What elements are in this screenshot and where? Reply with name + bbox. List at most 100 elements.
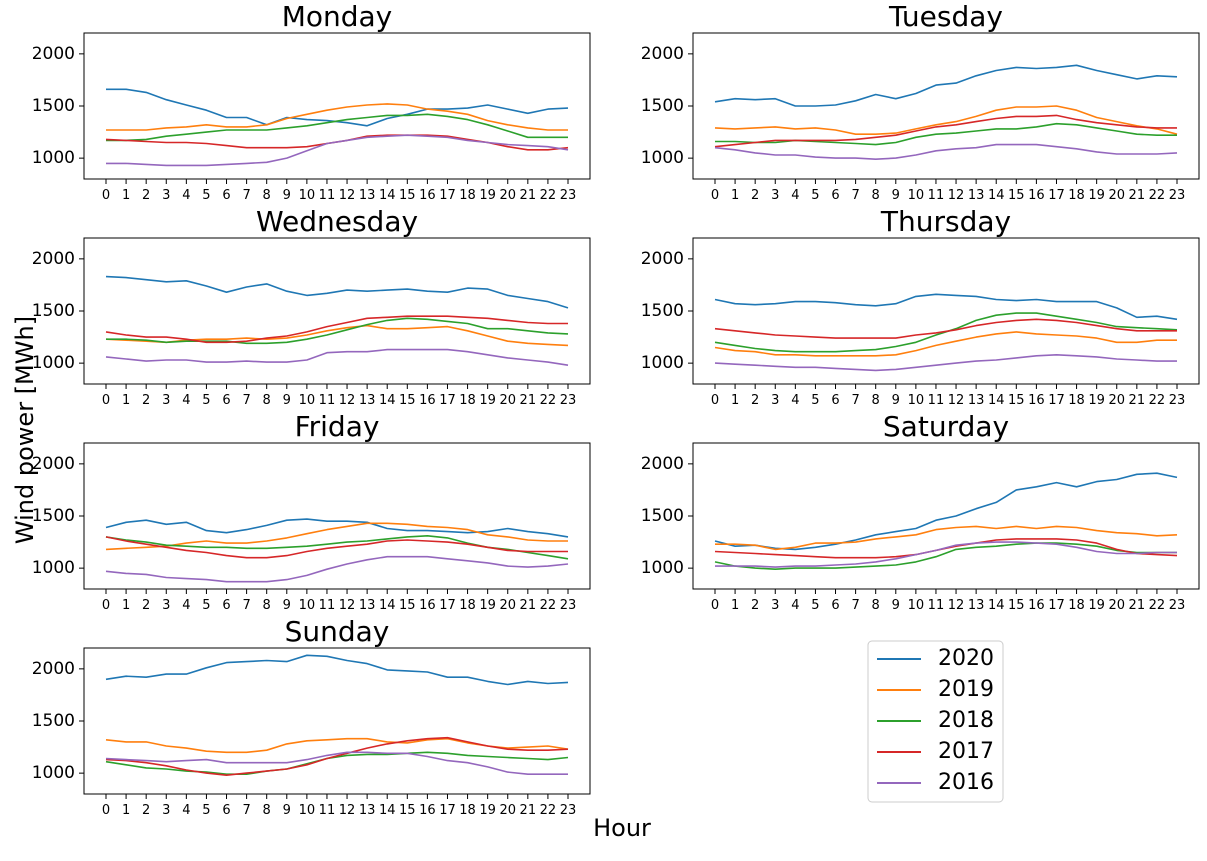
y-tick-label: 1500 [641,301,684,321]
x-tick-label: 2 [751,598,759,613]
x-tick-label: 6 [831,598,839,613]
x-tick-label: 3 [162,393,170,408]
x-tick-label: 12 [948,598,965,613]
x-tick-label: 14 [379,598,396,613]
x-tick-label: 17 [439,598,456,613]
y-tick-label: 2000 [641,44,684,64]
series-line-2019 [105,324,569,347]
series-line-2016 [105,751,568,776]
x-tick-label: 7 [851,393,859,408]
x-tick-label: 13 [359,188,376,203]
x-tick-label: 4 [182,598,190,613]
x-tick-label: 12 [339,803,356,818]
y-tick-label: 1000 [641,148,684,168]
x-tick-label: 7 [242,803,250,818]
x-tick-label: 2 [142,188,150,203]
x-tick-label: 23 [560,598,577,613]
x-tick-label: 8 [263,803,271,818]
x-tick-label: 17 [439,393,456,408]
x-tick-label: 9 [283,188,291,203]
x-tick-label: 20 [499,188,516,203]
x-tick-label: 15 [399,188,416,203]
series-line-2016 [106,134,569,167]
x-tick-label: 5 [202,598,210,613]
x-tick-label: 0 [102,188,110,203]
x-tick-label: 16 [1028,188,1045,203]
series-line-2018 [105,751,569,776]
series-line-2020 [714,64,1178,107]
x-tick-label: 10 [908,598,925,613]
x-tick-label: 4 [182,803,190,818]
x-tick-label: 21 [520,803,537,818]
x-tick-label: 6 [831,188,839,203]
x-tick-label: 22 [540,598,557,613]
x-tick-label: 6 [222,598,230,613]
x-tick-label: 8 [263,393,271,408]
x-tick-label: 14 [379,393,396,408]
series-line-2016 [714,353,1177,372]
x-tick-label: 16 [419,393,436,408]
x-tick-label: 22 [540,803,557,818]
x-tick-label: 17 [1048,598,1065,613]
x-tick-label: 9 [283,803,291,818]
series-line-2016 [105,348,569,366]
axes-frame [83,32,591,180]
series-line-2017 [714,114,1177,148]
series-line-2016 [105,555,569,583]
x-tick-label: 1 [731,188,739,203]
x-tick-label: 5 [811,188,819,203]
x-tick-label: 22 [540,393,557,408]
x-tick-label: 10 [908,393,925,408]
x-tick-label: 11 [319,598,336,613]
x-tick-label: 22 [1149,598,1166,613]
x-tick-label: 0 [711,393,719,408]
legend-label-2019: 2019 [938,677,994,702]
series-line-2017 [105,536,568,559]
x-tick-label: 14 [988,393,1005,408]
x-tick-label: 6 [831,393,839,408]
x-tick-label: 13 [359,598,376,613]
x-tick-label: 19 [1088,188,1105,203]
x-tick-label: 6 [222,188,230,203]
x-tick-label: 21 [520,393,537,408]
x-tick-label: 23 [1169,393,1186,408]
x-tick-label: 21 [520,188,537,203]
x-tick-label: 22 [1149,188,1166,203]
x-tick-label: 12 [339,393,356,408]
series-line-2019 [106,103,568,131]
x-tick-label: 17 [1048,188,1065,203]
x-tick-label: 18 [459,393,476,408]
x-tick-label: 16 [1028,598,1045,613]
x-tick-label: 9 [283,393,291,408]
x-tick-label: 5 [811,598,819,613]
series-line-2017 [105,315,568,344]
series-line-2018 [106,317,569,345]
series-line-2018 [714,542,1177,571]
x-tick-label: 11 [928,598,945,613]
x-tick-label: 1 [731,598,739,613]
x-tick-label: 10 [299,393,316,408]
x-tick-label: 14 [379,803,396,818]
panel-title: Thursday [880,205,1011,238]
series-line-2017 [105,736,569,777]
x-tick-label: 1 [122,393,130,408]
x-tick-label: 3 [771,393,779,408]
x-tick-label: 23 [1169,188,1186,203]
x-tick-label: 11 [319,188,336,203]
x-tick-label: 9 [892,393,900,408]
y-tick-label: 1500 [32,711,75,731]
x-tick-label: 1 [122,803,130,818]
x-tick-label: 18 [459,188,476,203]
x-tick-label: 6 [222,803,230,818]
y-tick-label: 1500 [641,96,684,116]
x-tick-label: 19 [479,803,496,818]
x-tick-label: 19 [479,188,496,203]
legend: 2020 2019 2018 2017 2016 [867,640,1004,803]
y-tick-label: 2000 [32,44,75,64]
x-tick-label: 6 [222,393,230,408]
